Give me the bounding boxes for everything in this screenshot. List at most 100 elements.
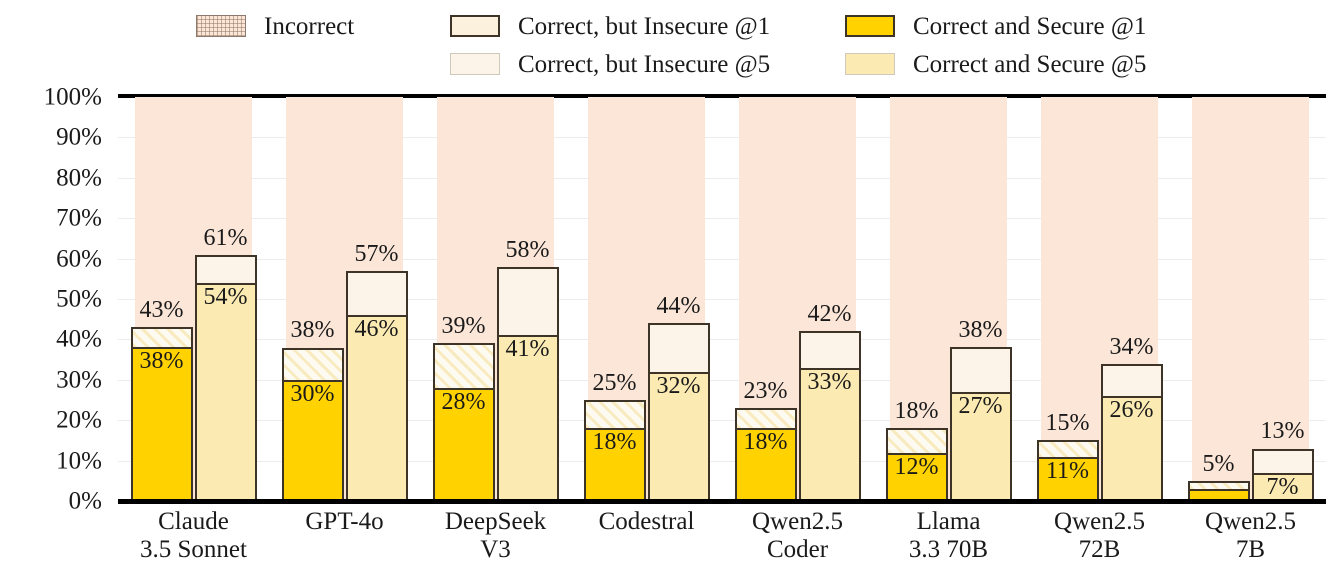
stacked-bar-at1[interactable]: 30% 38% — [281, 318, 344, 501]
x-axis-label-line: V3 — [480, 536, 511, 563]
stacked-bar-at5[interactable]: 33% 42% — [798, 302, 861, 501]
legend-column-2: Correct, but Insecure @1 Correct, but Ins… — [450, 10, 770, 80]
bar-value-label-total: 25% — [592, 370, 637, 396]
bar-value-label-secure: 18% — [592, 429, 637, 456]
segment-secure-at5 — [798, 367, 861, 501]
bar-groups: 38% 43% 54% 61% 30% 38% 46% 57% 28% 39% 41% 58% 18% 2… — [118, 97, 1326, 501]
stacked-bar-at1[interactable]: 12% 18% — [885, 399, 948, 501]
stacked-bar-at1[interactable]: 38% 43% — [130, 298, 193, 501]
x-axis-label: Qwen2.5 Coder — [722, 508, 873, 564]
bar-group: 30% 38% 46% 57% — [269, 97, 420, 501]
bar-value-label-secure: 7% — [1266, 473, 1299, 500]
legend-entry-insecure_5[interactable]: Correct, but Insecure @5 — [450, 48, 770, 80]
x-axis-label-line: 3.5 Sonnet — [140, 536, 247, 563]
segment-insecure-at5 — [194, 254, 257, 283]
gridline — [118, 420, 1326, 422]
gridline — [118, 460, 1326, 462]
bar-group: 5% 7% 13% — [1175, 97, 1326, 501]
legend-entry-secure_5[interactable]: Correct and Secure @5 — [845, 48, 1146, 80]
y-axis-tick-label: 0% — [68, 487, 102, 515]
y-axis-tick-label: 90% — [56, 123, 102, 151]
bars-container: 12% 18% 27% 38% — [873, 97, 1024, 501]
legend-entry-insecure_1[interactable]: Correct, but Insecure @1 — [450, 10, 770, 42]
x-axis-label-line: Qwen2.5 — [1205, 508, 1296, 535]
legend-entry-incorrect[interactable]: Incorrect — [196, 10, 354, 42]
y-axis-tick-label: 20% — [56, 406, 102, 434]
bar-value-label-secure: 28% — [441, 388, 486, 415]
bar-value-label-total: 42% — [807, 301, 852, 328]
x-axis-label: Qwen2.5 72B — [1024, 508, 1175, 564]
bars-container: 18% 23% 33% 42% — [722, 97, 873, 501]
bar-value-label-total: 39% — [441, 313, 486, 340]
legend-column-3: Correct and Secure @1 Correct and Secure … — [845, 10, 1146, 80]
bar-group: 18% 25% 32% 44% — [571, 97, 722, 501]
chart-legend: Incorrect Correct, but Insecure @1 Correct… — [0, 0, 1334, 88]
segment-insecure-at5 — [647, 323, 710, 372]
x-axis-label-line: Qwen2.5 — [1054, 508, 1145, 535]
legend-label-insecure_1: Correct, but Insecure @1 — [518, 12, 771, 40]
segment-secure-at1 — [583, 428, 646, 501]
stacked-bar-at5[interactable]: 7% 13% — [1251, 419, 1314, 501]
legend-entry-secure_1[interactable]: Correct and Secure @1 — [845, 10, 1146, 42]
bar-value-label-secure: 38% — [139, 348, 184, 375]
bar-value-label-secure: 18% — [743, 429, 788, 456]
legend-label-secure_1: Correct and Secure @1 — [913, 12, 1147, 40]
bar-value-label-secure: 30% — [290, 380, 335, 407]
x-axis-label-line: Coder — [766, 536, 829, 563]
legend-swatch-insecure_5-icon — [450, 53, 500, 75]
stacked-bar-at1[interactable]: 5% — [1187, 452, 1250, 501]
plot-bottom-axis-line — [118, 499, 1326, 504]
stacked-bar-at1[interactable]: 18% 23% — [734, 379, 797, 501]
legend-label-incorrect: Incorrect — [264, 12, 355, 40]
segment-insecure-at1 — [130, 327, 193, 348]
stacked-bar-at1[interactable]: 18% 25% — [583, 371, 646, 501]
segment-insecure-at1 — [1187, 480, 1250, 489]
x-axis-label-line: Claude — [158, 508, 229, 535]
y-axis-tick-label: 80% — [56, 164, 102, 192]
y-axis-tick-label: 50% — [56, 285, 102, 313]
legend-column-1: Incorrect — [196, 10, 354, 42]
legend-label-secure_5: Correct and Secure @5 — [913, 50, 1147, 78]
bar-value-label-total: 5% — [1202, 450, 1235, 477]
gridline — [118, 339, 1326, 341]
x-axis-label: Qwen2.5 7B — [1175, 508, 1326, 564]
bar-value-label-total: 38% — [290, 317, 335, 344]
bar-value-label-total: 15% — [1045, 410, 1090, 437]
x-axis-label-line: 3.3 70B — [908, 536, 989, 563]
plot-area: 0% 10% 20% 30% 40% 50% 60% 70% 80% 90% 100% 38% 43%… — [44, 85, 1326, 514]
legend-label-insecure_5: Correct, but Insecure @5 — [518, 50, 771, 78]
legend-swatch-secure_1-icon — [845, 15, 895, 37]
x-axis-label-line: 72B — [1078, 536, 1121, 563]
bar-group: 12% 18% 27% 38% — [873, 97, 1024, 501]
stacked-bar-at5[interactable]: 46% 57% — [345, 242, 408, 501]
segment-insecure-at1 — [583, 400, 646, 429]
stacked-bar-at5[interactable]: 41% 58% — [496, 238, 559, 501]
segment-insecure-at1 — [885, 428, 948, 453]
x-axis-label: Claude 3.5 Sonnet — [118, 508, 269, 564]
segment-secure-at5 — [496, 335, 559, 501]
stacked-bar-at5[interactable]: 32% 44% — [647, 294, 710, 501]
bar-value-label-total: 38% — [958, 317, 1003, 344]
stacked-bar-at5[interactable]: 27% 38% — [949, 318, 1012, 501]
x-axis-label: Codestral — [571, 508, 722, 564]
y-axis-tick-label: 10% — [56, 447, 102, 475]
bar-value-label-total: 44% — [656, 293, 701, 320]
segment-insecure-at5 — [1251, 448, 1314, 473]
bar-value-label-secure: 33% — [807, 368, 852, 395]
stacked-bar-at5[interactable]: 54% 61% — [194, 226, 257, 501]
segment-secure-at5 — [647, 371, 710, 501]
bar-value-label-secure: 54% — [203, 283, 248, 310]
stacked-bar-at1[interactable]: 28% 39% — [432, 314, 495, 501]
stacked-bar-at1[interactable]: 11% 15% — [1036, 411, 1099, 501]
y-axis-tick-label: 70% — [56, 204, 102, 232]
stacked-bar-at5[interactable]: 26% 34% — [1100, 335, 1163, 501]
y-axis-tick-label: 100% — [43, 83, 102, 111]
legend-swatch-incorrect-icon — [196, 15, 246, 37]
gridline — [118, 137, 1326, 139]
plot-top-axis-line — [118, 94, 1326, 98]
x-axis-label-line: Codestral — [598, 508, 695, 535]
bar-value-label-secure: 11% — [1045, 457, 1090, 484]
bar-value-label-total: 58% — [505, 236, 550, 263]
x-axis-label-line: Qwen2.5 — [752, 508, 843, 535]
